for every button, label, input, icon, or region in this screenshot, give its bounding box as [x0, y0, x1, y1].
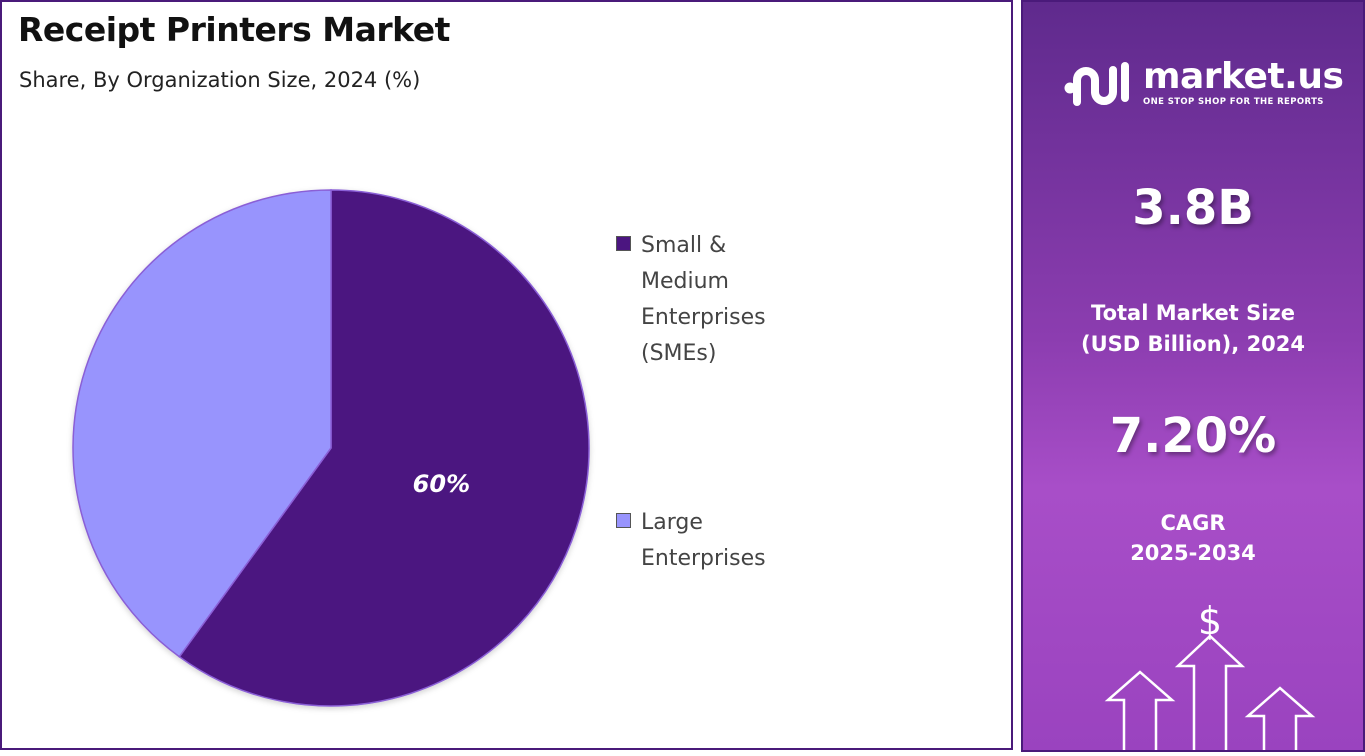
market-size-value: 3.8B — [1132, 180, 1254, 236]
market-size-label-line2: (USD Billion), 2024 — [1080, 332, 1306, 356]
pie-slice-1 — [72, 189, 332, 658]
pie-slice-label-0: 60% — [413, 470, 470, 498]
legend-swatch-0 — [616, 236, 631, 251]
cagr-label-line1: CAGR — [1160, 511, 1226, 535]
market-size-label-line1: Total Market Size — [1091, 301, 1295, 325]
legend-label-1: Large Enterprises — [641, 510, 766, 571]
brand[interactable]: market.us ONE STOP SHOP FOR THE REPORTS — [1063, 56, 1344, 108]
legend-item-0: Small & Medium Enterprises (SMEs) — [616, 228, 766, 372]
growth-arrows-icon: $ — [1104, 599, 1316, 750]
pie-chart: 60% — [72, 189, 590, 707]
market-us-logo-icon — [1064, 62, 1129, 106]
chart-title: Receipt Printers Market — [18, 10, 450, 49]
cagr-value: 7.20% — [1109, 408, 1277, 464]
chart-card: Receipt Printers Market Share, By Organi… — [0, 0, 1013, 750]
market-summary-panel: market.us ONE STOP SHOP FOR THE REPORTS … — [1021, 0, 1365, 752]
chart-subtitle: Share, By Organization Size, 2024 (%) — [19, 68, 421, 92]
legend-item-1: Large Enterprises — [616, 505, 766, 577]
pie-slice-0 — [178, 189, 590, 707]
brand-tagline: ONE STOP SHOP FOR THE REPORTS — [1143, 97, 1324, 107]
brand-name: market.us — [1143, 56, 1344, 97]
legend-label-0: Small & Medium Enterprises (SMEs) — [641, 233, 766, 366]
legend-swatch-1 — [616, 513, 631, 528]
cagr-label-line2: 2025-2034 — [1130, 541, 1256, 565]
